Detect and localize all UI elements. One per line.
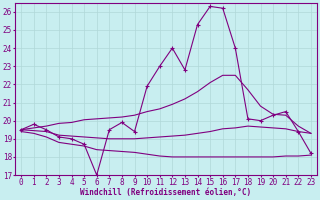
X-axis label: Windchill (Refroidissement éolien,°C): Windchill (Refroidissement éolien,°C)	[80, 188, 252, 197]
